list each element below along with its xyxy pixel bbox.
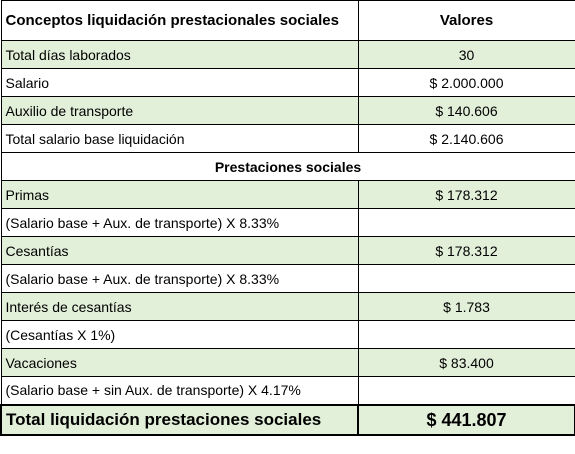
row-value: $ 83.400 [357,348,575,377]
row-value: $ 2.000.000 [357,68,575,97]
table-row: Auxilio de transporte $ 140.606 [0,96,575,125]
section-title: Prestaciones sociales [0,152,575,181]
row-label: (Salario base + Aux. de transporte) X 8.… [0,264,359,293]
row-value: $ 140.606 [357,96,575,125]
total-value: $ 441.807 [357,403,575,436]
table-row: Primas $ 178.312 [0,180,575,209]
row-label: (Salario base + sin Aux. de transporte) … [0,376,359,405]
table-row: Vacaciones $ 83.400 [0,348,575,377]
row-label: Vacaciones [0,348,359,377]
table-row: (Salario base + Aux. de transporte) X 8.… [0,208,575,237]
header-row: Conceptos liquidación prestacionales soc… [0,0,575,41]
section-row: Prestaciones sociales [0,152,575,181]
table-row: Cesantías $ 178.312 [0,236,575,265]
row-value [357,320,575,349]
row-value: $ 178.312 [357,236,575,265]
table-row: Interés de cesantías $ 1.783 [0,292,575,321]
table-row: (Salario base + Aux. de transporte) X 8.… [0,264,575,293]
row-label: Primas [0,180,359,209]
row-label: (Cesantías X 1%) [0,320,359,349]
row-label: Cesantías [0,236,359,265]
row-label: Auxilio de transporte [0,96,359,125]
header-concept-cell: Conceptos liquidación prestacionales soc… [0,0,359,41]
total-row: Total liquidación prestaciones sociales … [0,403,575,436]
row-label: Total días laborados [0,40,359,69]
row-label: Interés de cesantías [0,292,359,321]
liquidation-table: Conceptos liquidación prestacionales soc… [0,0,575,436]
row-value [357,264,575,293]
table-row: Total salario base liquidación $ 2.140.6… [0,124,575,153]
row-value: $ 1.783 [357,292,575,321]
table-row: (Cesantías X 1%) [0,320,575,349]
table-row: (Salario base + sin Aux. de transporte) … [0,376,575,405]
row-value [357,208,575,237]
total-label: Total liquidación prestaciones sociales [0,403,359,436]
row-label: Total salario base liquidación [0,124,359,153]
row-label: Salario [0,68,359,97]
table-row: Total días laborados 30 [0,40,575,69]
row-value [357,376,575,405]
row-value: 30 [357,40,575,69]
row-label: (Salario base + Aux. de transporte) X 8.… [0,208,359,237]
row-value: $ 178.312 [357,180,575,209]
row-value: $ 2.140.606 [357,124,575,153]
table-row: Salario $ 2.000.000 [0,68,575,97]
header-value-cell: Valores [357,0,575,41]
